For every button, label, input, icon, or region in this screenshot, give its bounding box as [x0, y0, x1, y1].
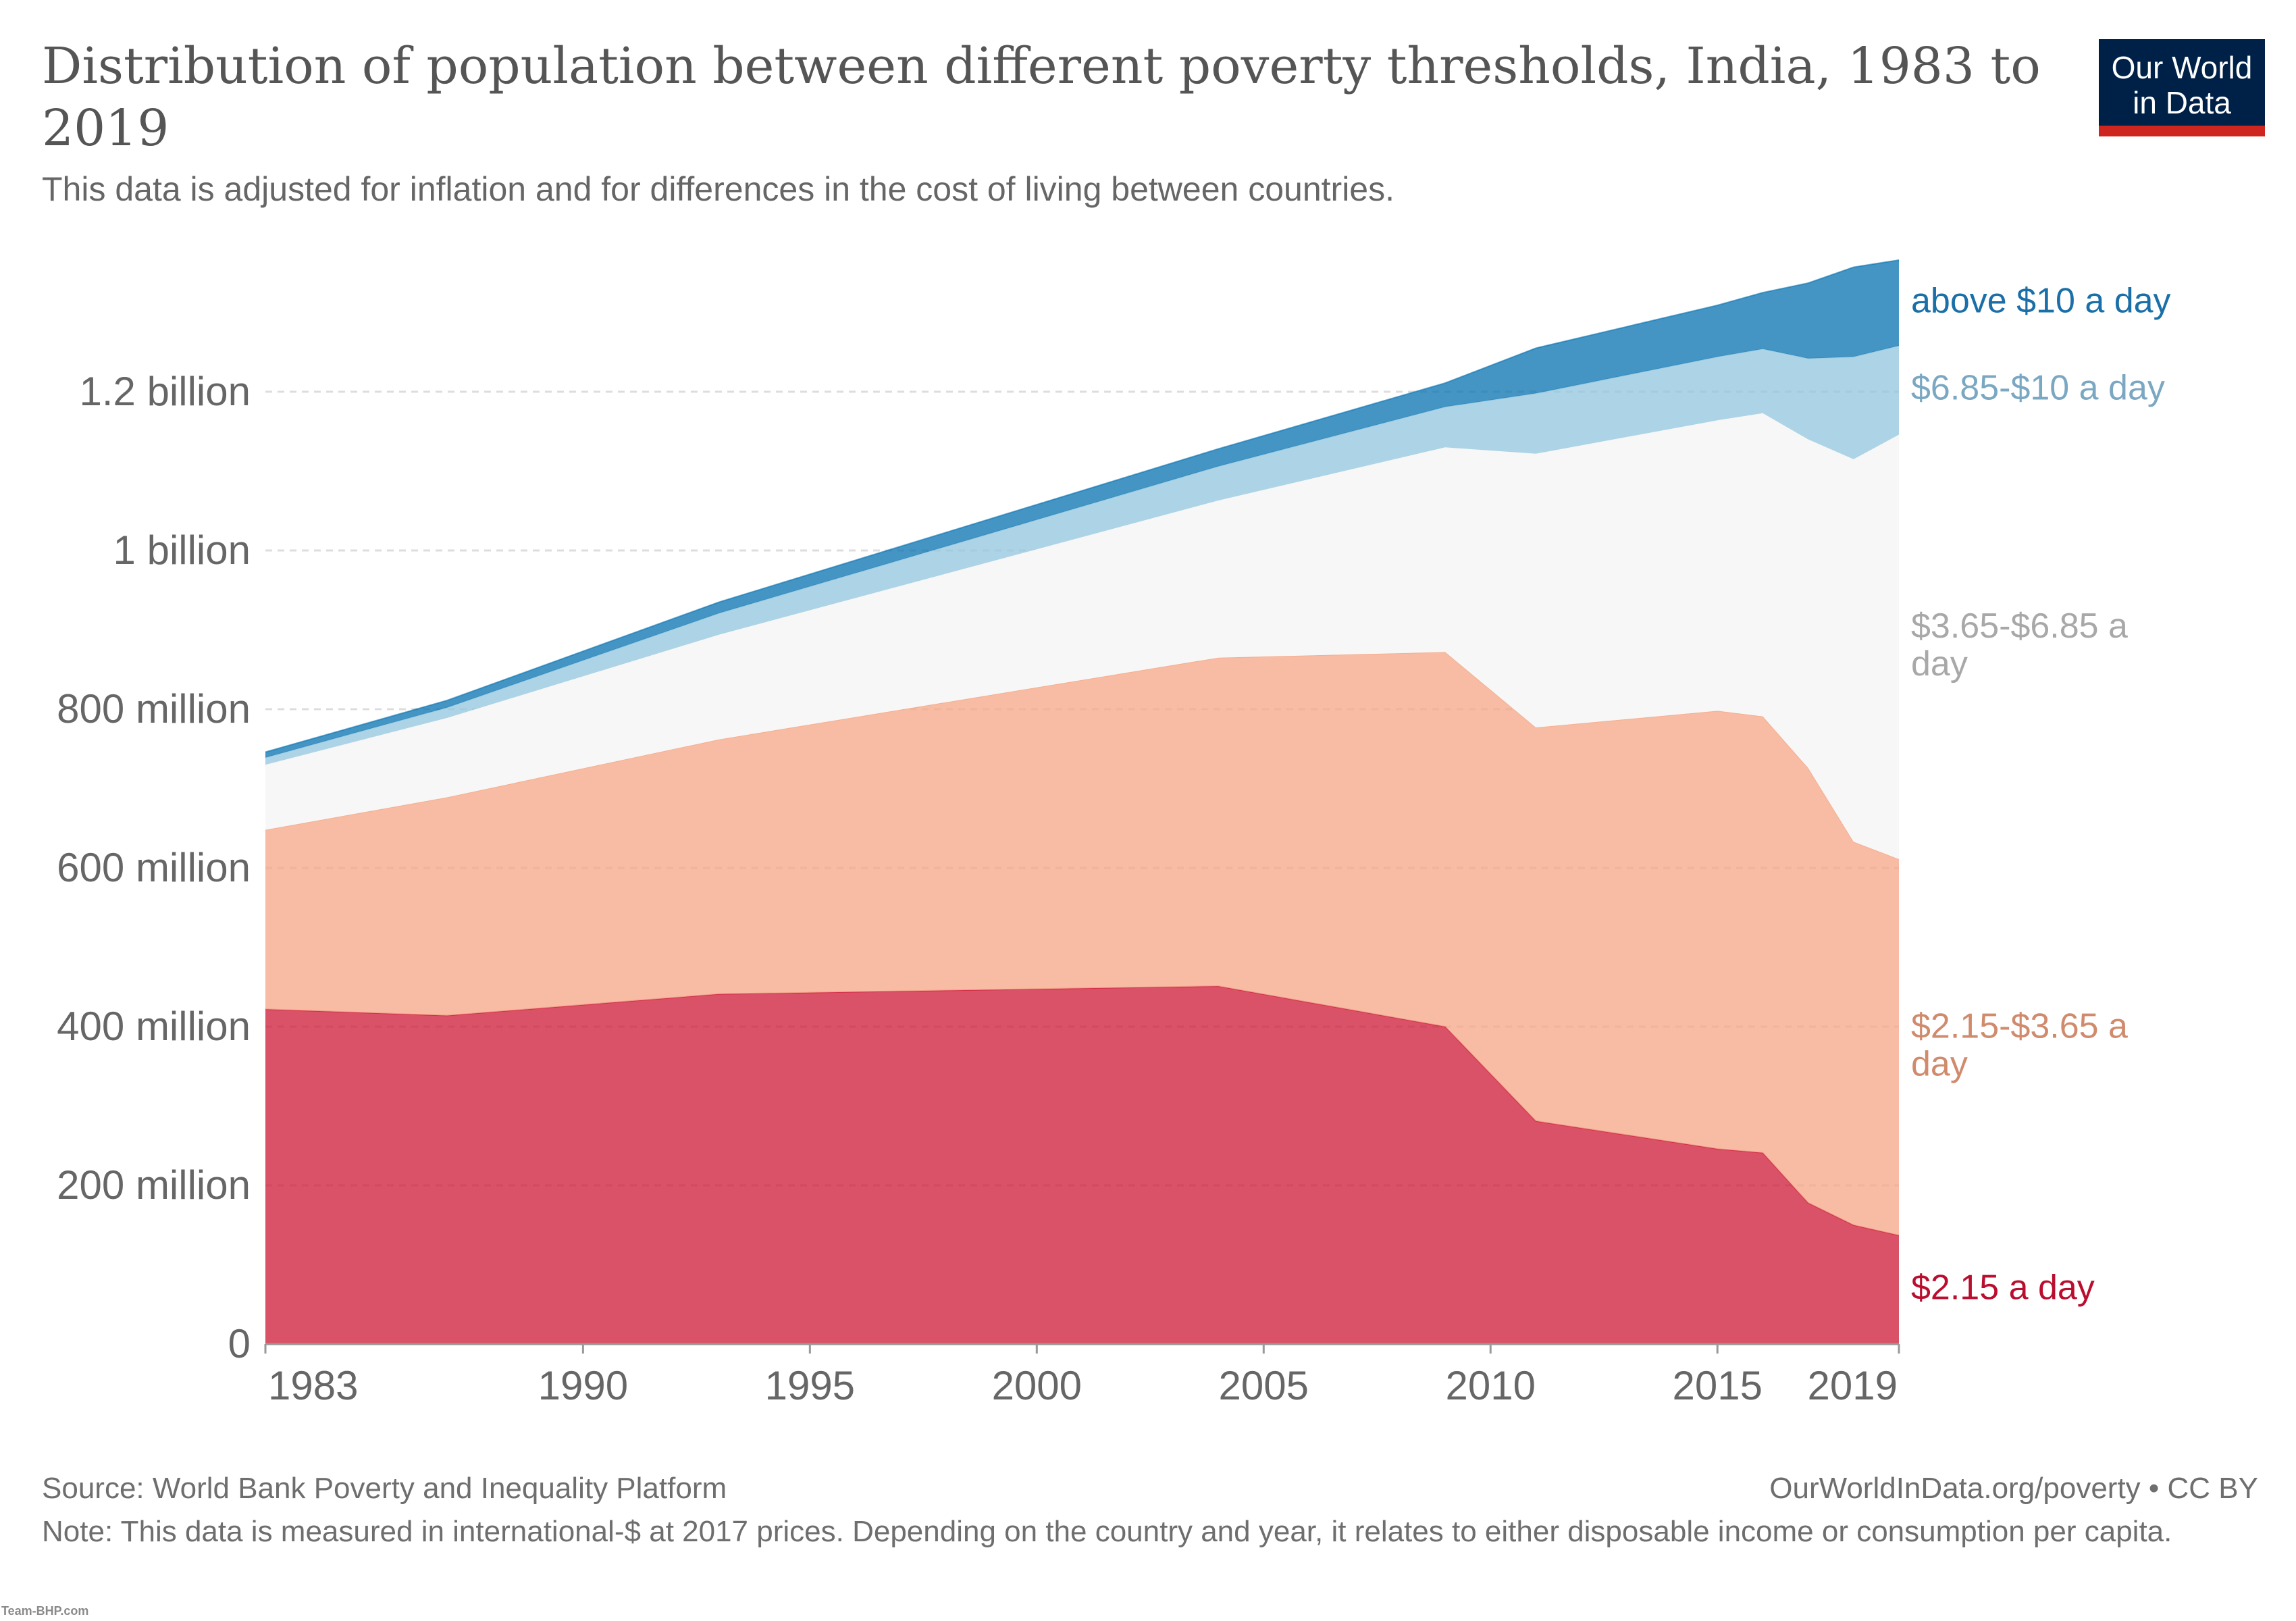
area-2-15-3-65-a-day[interactable] [265, 652, 1899, 1235]
label-2-15-3-65-a-day: $2.15-$3.65 a day [1911, 1007, 2128, 1084]
label-6-85-10-a-day: $6.85-$10 a day [1911, 369, 2165, 408]
logo-accent-bar [2099, 126, 2265, 136]
note-text: Note: This data is measured in internati… [42, 1515, 2172, 1548]
credit-link[interactable]: OurWorldInData.org/poverty • CC BY [1769, 1472, 2258, 1505]
label-2-15-a-day: $2.15 a day [1911, 1268, 2095, 1308]
y-tick-label: 1 billion [113, 528, 251, 573]
area-above-10-a-day[interactable] [265, 260, 1899, 758]
source-text: Source: World Bank Poverty and Inequalit… [42, 1472, 727, 1505]
axes: 0 200 million 400 million 600 million 800 mi… [57, 369, 1900, 1408]
x-tick-label: 2010 [1446, 1363, 1536, 1408]
x-tick-label: 1983 [268, 1363, 358, 1408]
x-tick-label: 1995 [765, 1363, 855, 1408]
chart-title: Distribution of population between diffe… [42, 37, 2041, 157]
label-above-10-a-day: above $10 a day [1911, 281, 2171, 320]
x-tick-label: 1990 [538, 1363, 628, 1408]
area-series [265, 259, 1900, 1344]
x-tick-label: 2000 [992, 1363, 1082, 1408]
area-3-65-6-85-a-day[interactable] [265, 413, 1899, 860]
y-tick-label: 0 [228, 1321, 251, 1366]
y-tick-label: 400 million [57, 1004, 251, 1049]
label-3-65-6-85-a-day: $3.65-$6.85 a day [1911, 607, 2128, 684]
x-tick-label: 2019 [1808, 1363, 1898, 1408]
y-tick-label: 1.2 billion [79, 369, 251, 414]
y-tick-label: 600 million [57, 845, 251, 890]
y-tick-label: 800 million [57, 686, 251, 731]
series-labels: above $10 a day $6.85-$10 a day $3.65-$6.8… [1911, 281, 2171, 1307]
logo-text: Our World in Data [2111, 50, 2253, 120]
y-tick-label: 200 million [57, 1162, 251, 1208]
chart-subtitle: This data is adjusted for inflation and … [42, 170, 1395, 208]
x-tick-label: 2015 [1672, 1363, 1762, 1408]
area-2-15-a-day[interactable] [265, 986, 1899, 1344]
area-edge-above-10-a-day [265, 259, 1900, 753]
owid-logo[interactable]: Our World in Data [2099, 39, 2265, 136]
area-6-85-10-a-day[interactable] [265, 345, 1899, 765]
x-tick-label: 2005 [1219, 1363, 1309, 1408]
watermark-logo: Team-BHP.com [1, 1604, 89, 1618]
